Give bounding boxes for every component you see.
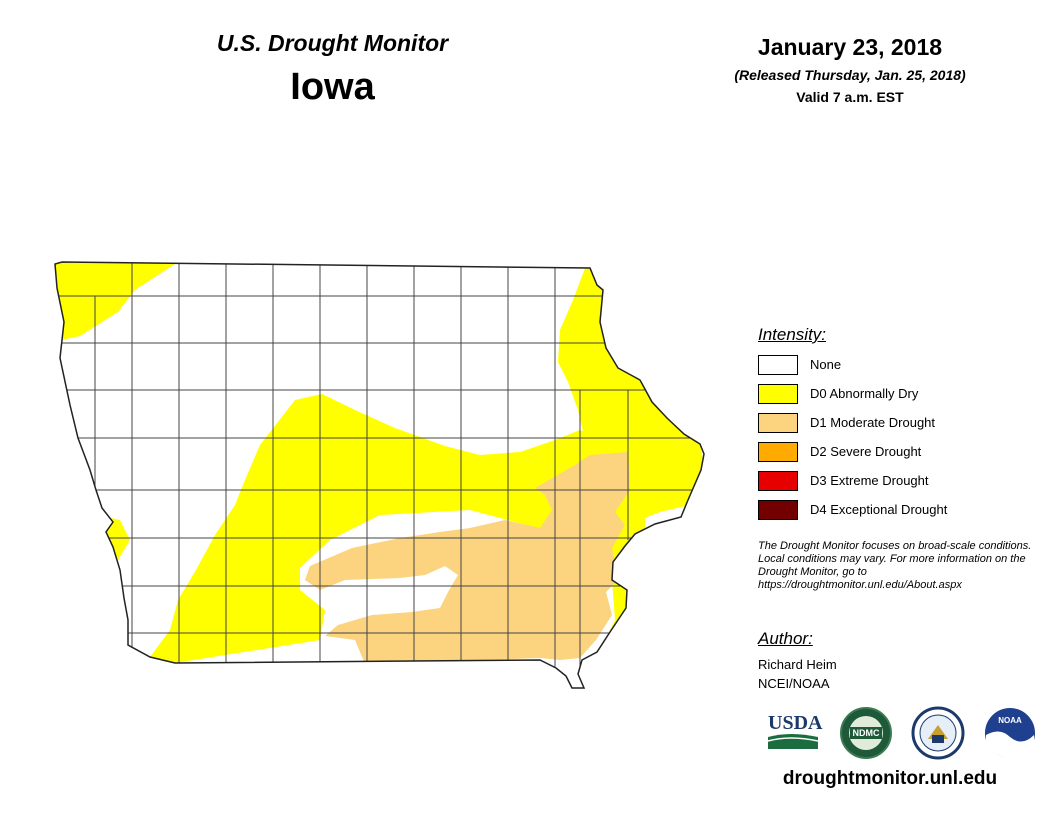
usda-logo: USDA [767,712,823,749]
valid-time: Valid 7 a.m. EST [796,89,904,105]
noaa-logo: NOAA [985,708,1035,760]
author-title: Author: [758,629,813,648]
legend-label: D4 Exceptional Drought [810,502,948,517]
legend-swatch [758,413,798,433]
legend-title: Intensity: [758,325,827,344]
legend-label: D3 Extreme Drought [810,473,929,488]
author-org: NCEI/NOAA [758,676,830,691]
legend-swatch [758,442,798,462]
iowa-drought-map [54,261,705,689]
legend-swatch [758,471,798,491]
map-date: January 23, 2018 [757,34,943,60]
legend-swatch [758,384,798,404]
monitor-title: U.S. Drought Monitor [216,30,449,56]
legend-label: D2 Severe Drought [810,444,922,459]
legend-label: D1 Moderate Drought [810,415,936,430]
iowa-state-outline [54,261,705,689]
legend-label: None [810,357,842,372]
legend-label: D0 Abnormally Dry [810,386,919,401]
svg-text:NOAA: NOAA [998,716,1022,725]
county-boundaries [55,262,704,670]
monitor-note: The Drought Monitor focuses on broad-sca… [758,540,1032,591]
state-title: Iowa [290,66,375,108]
legend-swatch [758,500,798,520]
svg-text:NDMC: NDMC [853,728,880,738]
footer-url[interactable]: droughtmonitor.unl.edu [782,768,998,789]
legend-swatch [758,355,798,375]
svg-text:USDA: USDA [768,712,823,734]
d1-moderate-drought-area [305,452,630,664]
commerce-seal-logo [911,706,965,760]
release-date: (Released Thursday, Jan. 25, 2018) [734,67,966,83]
author-name: Richard Heim [758,657,837,672]
partner-logos: USDA NDMC NOAA [767,706,1035,760]
ndmc-logo: NDMC [840,707,892,759]
